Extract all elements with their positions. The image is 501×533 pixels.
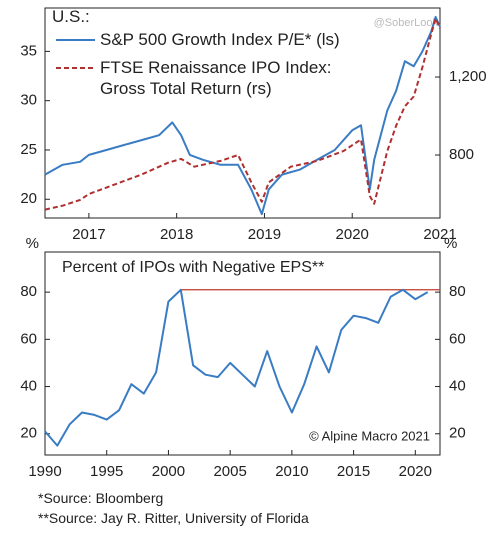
y-tick-label: 40 — [20, 378, 37, 395]
x-tick-label: 2020 — [336, 226, 369, 243]
x-tick-label: 2018 — [160, 226, 193, 243]
plot-frame — [44, 251, 441, 456]
x-tick-label: 1990 — [28, 463, 61, 480]
footnote: *Source: Bloomberg — [38, 490, 164, 506]
annotation: © Alpine Macro 2021 — [309, 428, 430, 443]
legend-header: U.S.: — [52, 7, 90, 26]
plot-frame — [44, 7, 441, 219]
x-tick-label: 2015 — [337, 463, 370, 480]
y2-tick-label: 80 — [449, 283, 466, 300]
series-line — [44, 288, 429, 447]
y2-tick-label: 800 — [449, 146, 474, 163]
x-tick-label: 2021 — [423, 226, 456, 243]
x-tick-label: 1995 — [90, 463, 123, 480]
y-tick-label: 25 — [20, 141, 37, 158]
legend-entry: S&P 500 Growth Index P/E* (ls) — [100, 30, 340, 49]
x-tick-label: 2005 — [213, 463, 246, 480]
y-tick-label: 30 — [20, 92, 37, 109]
watermark: @SoberLook — [374, 17, 439, 29]
chart-title: Percent of IPOs with Negative EPS** — [62, 259, 324, 276]
x-tick-label: 2020 — [399, 463, 432, 480]
y-tick-label: 60 — [20, 330, 37, 347]
x-tick-label: 2010 — [275, 463, 308, 480]
y-unit: % — [26, 235, 39, 252]
y2-unit: % — [444, 235, 457, 252]
y-tick-label: 80 — [20, 283, 37, 300]
y2-tick-label: 20 — [449, 425, 466, 442]
y-tick-label: 35 — [20, 42, 37, 59]
x-tick-label: 2019 — [248, 226, 281, 243]
y2-tick-label: 40 — [449, 378, 466, 395]
footnote: **Source: Jay R. Ritter, University of F… — [38, 510, 309, 526]
y2-tick-label: 1,200 — [449, 68, 487, 85]
y2-tick-label: 60 — [449, 330, 466, 347]
legend-entry: FTSE Renaissance IPO Index: Gross Total … — [100, 58, 332, 98]
footnotes: *Source: Bloomberg **Source: Jay R. Ritt… — [38, 488, 309, 528]
series-line — [44, 17, 441, 211]
series-line — [44, 15, 441, 216]
x-tick-label: 2000 — [152, 463, 185, 480]
y-tick-label: 20 — [20, 425, 37, 442]
y-tick-label: 20 — [20, 190, 37, 207]
x-tick-label: 2017 — [72, 226, 105, 243]
